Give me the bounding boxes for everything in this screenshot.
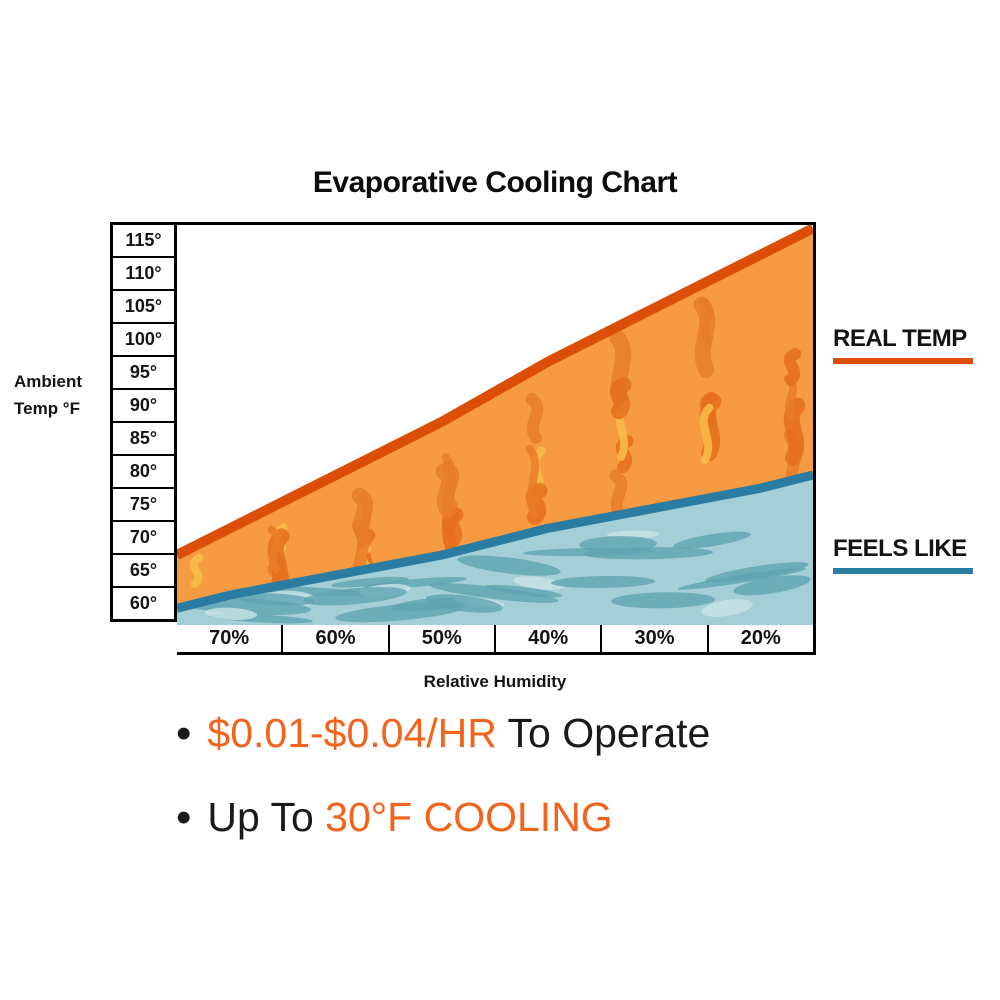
legend-real-temp-label: REAL TEMP: [833, 325, 967, 352]
x-axis-ticks: 70% 60% 50% 40% 30% 20%: [177, 625, 816, 655]
x-tick: 30%: [602, 625, 709, 652]
x-tick: 60%: [283, 625, 390, 652]
flame-texture: [189, 296, 806, 625]
cooling-highlight: 30°F COOLING: [325, 794, 613, 840]
legend-feels-like: FEELS LIKE: [833, 535, 983, 574]
legend-feels-like-label: FEELS LIKE: [833, 535, 967, 562]
y-axis-label: Ambient Temp °F: [14, 368, 114, 422]
x-tick: 50%: [390, 625, 496, 652]
y-tick: 85°: [113, 423, 174, 456]
y-tick: 100°: [113, 324, 174, 357]
y-tick: 75°: [113, 489, 174, 522]
x-tick: 40%: [496, 625, 603, 652]
operating-cost-rest: To Operate: [496, 710, 711, 756]
y-tick: 95°: [113, 357, 174, 390]
real-temp-underline: [833, 358, 973, 364]
y-tick: 105°: [113, 291, 174, 324]
y-tick: 60°: [129, 593, 158, 613]
y-axis-ticks: 115° 110° 105° 100° 95° 90° 85° 80° 75° …: [110, 222, 177, 622]
y-axis-label-line1: Ambient: [14, 372, 82, 391]
y-tick: 80°: [113, 456, 174, 489]
bullet-cooling: • Up To 30°F COOLING: [176, 792, 710, 842]
y-tick: 70°: [113, 522, 174, 555]
x-axis-label: Relative Humidity: [423, 672, 567, 691]
y-tick: 115°: [113, 225, 174, 258]
feels-like-underline: [833, 568, 973, 574]
chart-title: Evaporative Cooling Chart: [312, 166, 678, 199]
bullet-glyph: •: [176, 793, 192, 842]
y-tick: 110°: [113, 258, 174, 291]
x-tick: 20%: [740, 627, 781, 649]
bullet-glyph: •: [176, 709, 192, 758]
real-temp-line: [177, 225, 813, 560]
feature-bullets: • $0.01-$0.04/HR To Operate • Up To 30°F…: [176, 708, 710, 842]
chart-plot-area: [177, 222, 816, 628]
wave-texture: [181, 530, 811, 624]
feels-like-line: [177, 470, 813, 613]
x-tick: 70%: [177, 625, 284, 652]
y-tick: 65°: [113, 555, 174, 588]
cooling-lead: Up To: [207, 794, 326, 840]
chart-plot-svg: [177, 225, 813, 625]
y-axis-label-line2: Temp °F: [14, 399, 80, 418]
legend-real-temp: REAL TEMP: [833, 325, 983, 364]
bullet-operating-cost: • $0.01-$0.04/HR To Operate: [176, 708, 710, 758]
y-tick: 90°: [113, 390, 174, 423]
operating-cost-highlight: $0.01-$0.04/HR: [207, 710, 497, 756]
